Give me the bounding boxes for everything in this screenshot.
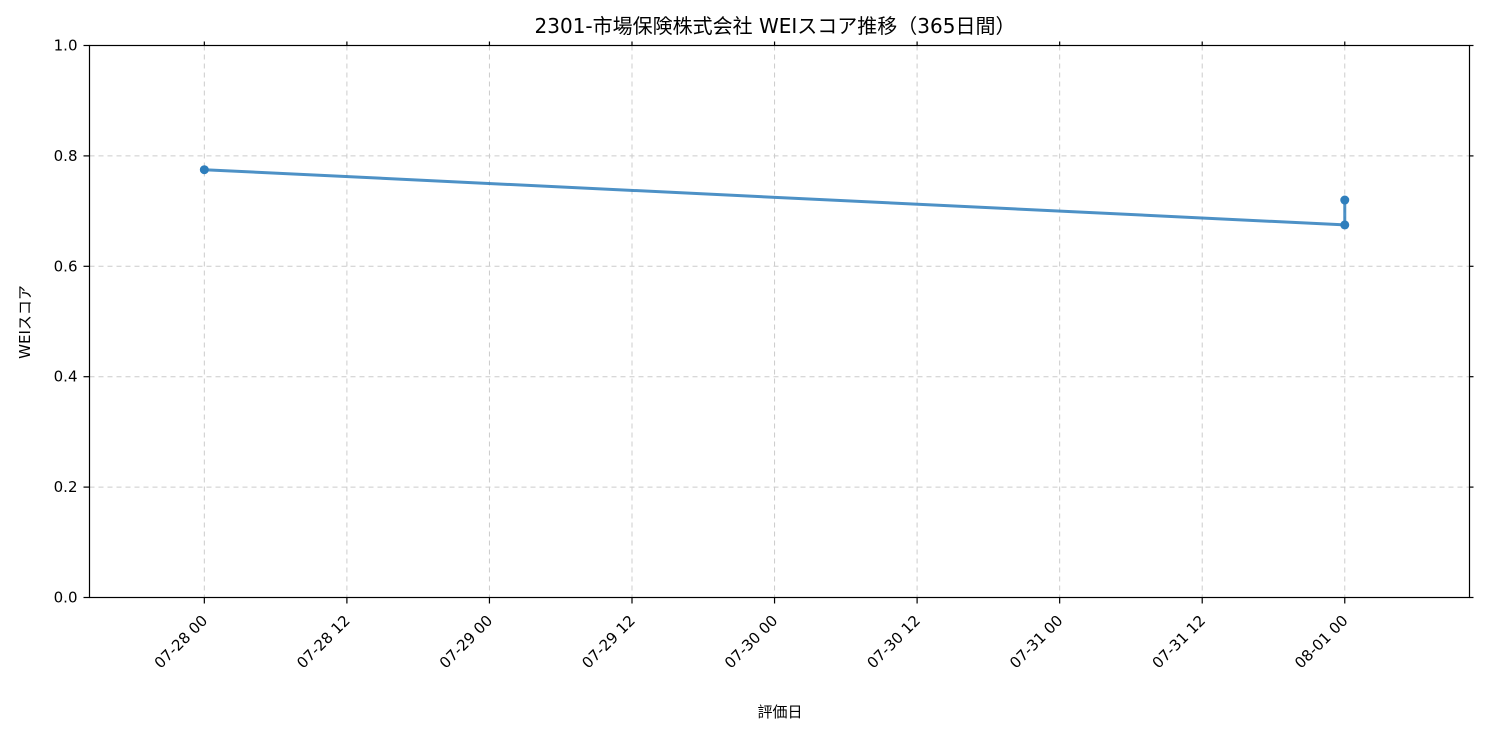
axis-ticks: 0.0 0.2 0.4 0.6 0.8 1.0 07-28 00 07-28 12 07-29 … xyxy=(54,37,1474,672)
x-tick-label: 07-31 00 xyxy=(1006,612,1066,672)
series-layer xyxy=(199,165,1350,230)
data-point xyxy=(199,165,209,175)
y-tick-label: 1.0 xyxy=(54,37,78,55)
x-tick-label: 07-28 12 xyxy=(293,612,353,672)
y-tick-label: 0.0 xyxy=(54,589,78,607)
x-tick-label: 07-30 00 xyxy=(721,612,781,672)
x-tick-label: 07-31 12 xyxy=(1149,612,1209,672)
y-tick-label: 0.2 xyxy=(54,478,78,496)
x-tick-label: 07-30 12 xyxy=(864,612,924,672)
grid xyxy=(89,45,1470,598)
data-point xyxy=(1340,220,1350,230)
x-tick-label: 07-29 00 xyxy=(436,612,496,672)
plot-frame xyxy=(88,44,1471,599)
y-tick-label: 0.8 xyxy=(54,147,78,165)
y-tick-label: 0.6 xyxy=(54,257,78,275)
chart-title: 2301-市場保険株式会社 WEIスコア推移（365日間） xyxy=(535,14,1016,38)
x-axis-label: 評価日 xyxy=(757,703,802,721)
data-point xyxy=(1340,195,1350,205)
y-axis-label: WEIスコア xyxy=(16,285,34,359)
y-tick-label: 0.4 xyxy=(54,368,78,386)
x-tick-label: 07-28 00 xyxy=(151,612,211,672)
x-tick-label: 07-29 12 xyxy=(578,612,638,672)
x-tick-label: 08-01 00 xyxy=(1291,612,1351,672)
